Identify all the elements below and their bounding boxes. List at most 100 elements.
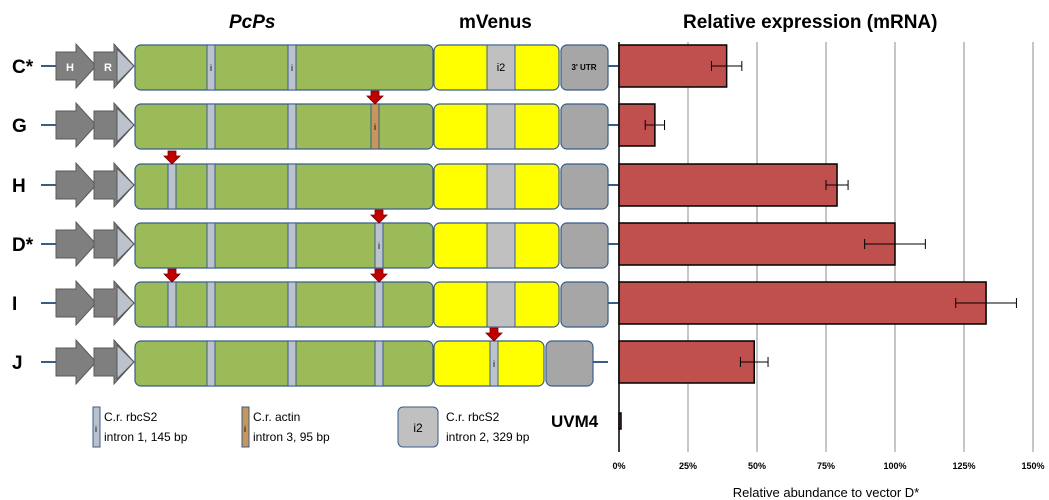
pcps-intron xyxy=(287,44,297,91)
pcps-intron xyxy=(206,281,216,328)
bar xyxy=(618,412,622,430)
legend-line1: C.r. actin xyxy=(253,410,300,424)
promoter-r-arrow xyxy=(93,42,135,90)
mvenus-intron xyxy=(486,281,516,328)
promoter-r-arrow xyxy=(93,279,135,327)
x-tick-label: 100% xyxy=(883,461,906,471)
promoter-r-arrow xyxy=(93,101,135,149)
promoter-h-arrow xyxy=(55,338,97,386)
pcps-box xyxy=(134,281,434,328)
pcps-intron xyxy=(206,44,216,91)
x-tick-label: 125% xyxy=(952,461,975,471)
legend-swatch-label: i xyxy=(95,424,97,434)
utr-label: 3' UTR xyxy=(571,63,596,72)
legend-line2: intron 2, 329 bp xyxy=(446,430,530,444)
legend-swatch-label: i xyxy=(244,424,246,434)
utr-box xyxy=(560,281,609,328)
pcps-box xyxy=(134,103,434,150)
legend-line2: intron 3, 95 bp xyxy=(253,430,330,444)
bar xyxy=(618,163,838,207)
uvm4-label: UVM4 xyxy=(551,412,599,431)
intron-label: i xyxy=(493,359,495,369)
pcps-box xyxy=(134,44,434,91)
reporter-header: mVenus xyxy=(459,12,532,33)
pcps-intron xyxy=(287,281,297,328)
insertion-marker xyxy=(485,327,503,342)
mvenus-box xyxy=(433,340,545,387)
promoter-tip xyxy=(116,284,135,322)
pcps-intron xyxy=(206,340,216,387)
pcps-intron xyxy=(287,103,297,150)
row-label: G xyxy=(12,116,27,137)
x-tick-label: 150% xyxy=(1021,461,1044,471)
legend-line1: C.r. rbcS2 xyxy=(446,410,500,424)
mvenus-intron xyxy=(486,44,516,91)
pcps-intron xyxy=(374,340,384,387)
mvenus-intron xyxy=(486,163,516,210)
promoter-r-arrow xyxy=(93,338,135,386)
x-tick-label: 0% xyxy=(612,461,625,471)
pcps-intron xyxy=(374,281,384,328)
promoter-r-label: R xyxy=(104,62,112,74)
x-axis-label: Relative abundance to vector D* xyxy=(733,485,919,500)
utr-box xyxy=(560,222,609,269)
pcps-intron xyxy=(206,222,216,269)
bar xyxy=(618,222,896,266)
gene-header: PcPs xyxy=(229,12,276,33)
pcps-intron xyxy=(287,222,297,269)
legend-line1: C.r. rbcS2 xyxy=(104,410,158,424)
insertion-marker xyxy=(370,268,388,283)
x-tick-label: 50% xyxy=(748,461,766,471)
legend-line2: intron 1, 145 bp xyxy=(104,430,188,444)
pcps-intron xyxy=(287,163,297,210)
pcps-box xyxy=(134,163,434,210)
intron-label: i xyxy=(291,63,293,73)
insertion-marker xyxy=(370,209,388,224)
mvenus-intron xyxy=(486,222,516,269)
x-tick-label: 75% xyxy=(817,461,835,471)
utr-box xyxy=(560,103,609,150)
promoter-tip xyxy=(116,47,135,85)
insertion-marker xyxy=(163,268,181,283)
chart-title: Relative expression (mRNA) xyxy=(683,12,938,33)
x-tick-label: 25% xyxy=(679,461,697,471)
row-label: D* xyxy=(12,235,34,256)
utr-box xyxy=(545,340,594,387)
pcps-intron xyxy=(167,163,177,210)
promoter-h-arrow xyxy=(55,161,97,209)
row-label: H xyxy=(12,176,26,197)
legend-swatch-label: i2 xyxy=(413,421,423,435)
legend-rbcs2-i2-swatch xyxy=(397,406,439,448)
bar xyxy=(618,44,728,88)
promoter-r-arrow xyxy=(93,161,135,209)
pcps-box xyxy=(134,222,434,269)
pcps-intron xyxy=(167,281,177,328)
insertion-marker xyxy=(366,90,384,105)
promoter-h-arrow xyxy=(55,101,97,149)
bar xyxy=(618,281,987,325)
row-label: J xyxy=(12,353,23,374)
row-label: I xyxy=(12,294,17,315)
legend-actin-swatch xyxy=(241,406,250,448)
promoter-tip xyxy=(116,343,135,381)
promoter-h-arrow xyxy=(55,220,97,268)
promoter-h-label: H xyxy=(66,62,74,74)
legend-rbcs2-i1-swatch xyxy=(92,406,101,448)
promoter-h-arrow xyxy=(55,42,97,90)
row-label: C* xyxy=(12,57,34,78)
intron2-label: i2 xyxy=(497,62,506,74)
intron-label: i xyxy=(378,241,380,251)
pcps-intron xyxy=(206,103,216,150)
utr-box xyxy=(560,44,609,91)
promoter-tip xyxy=(116,106,135,144)
pcps-intron xyxy=(287,340,297,387)
mvenus-intron xyxy=(486,103,516,150)
bar xyxy=(618,340,755,384)
pcps-intron xyxy=(206,163,216,210)
promoter-r-arrow xyxy=(93,220,135,268)
promoter-h-arrow xyxy=(55,279,97,327)
pcps-box xyxy=(134,340,434,387)
intron-label: i xyxy=(210,63,212,73)
utr-box xyxy=(560,163,609,210)
